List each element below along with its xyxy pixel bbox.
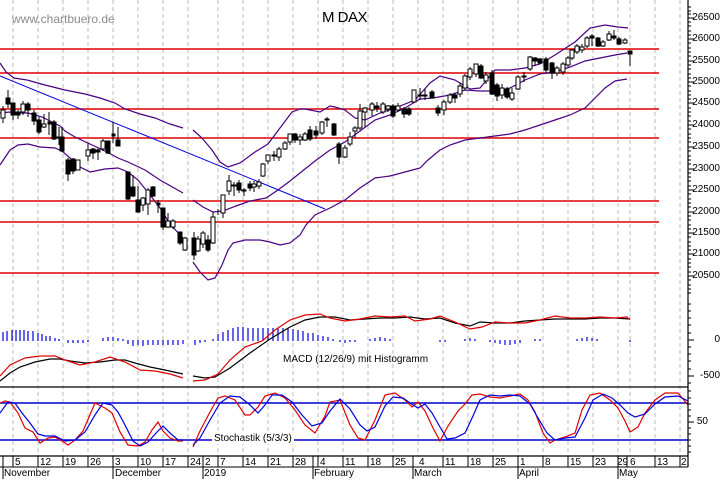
date-tick: 19 — [65, 457, 77, 468]
macd-label: MACD (12/26/9) mit Histogramm — [283, 354, 429, 365]
watermark: www.chartbuero.de — [12, 12, 115, 26]
date-tick: 15 — [570, 457, 582, 468]
date-tick: 4 — [419, 457, 425, 468]
date-tick: 4 — [320, 457, 326, 468]
stoch-tick-label: 50 — [696, 416, 708, 427]
month-label: March — [414, 468, 442, 479]
date-tick: 5 — [15, 457, 21, 468]
y-tick-label: 24500 — [692, 97, 720, 108]
chart-title: M DAX — [322, 9, 368, 26]
month-label: 2019 — [204, 468, 227, 479]
date-tick: 6 — [630, 457, 636, 468]
date-tick: 18 — [470, 457, 482, 468]
y-tick-label: 23000 — [692, 163, 720, 174]
macd-tick-label: 0 — [714, 334, 720, 345]
date-tick: 11 — [345, 457, 356, 468]
month-label: April — [519, 468, 540, 479]
macd-histogram — [2, 327, 631, 346]
date-tick: 25 — [495, 457, 507, 468]
date-tick: 1 — [520, 457, 526, 468]
macd-lines — [0, 313, 631, 382]
date-tick: 3 — [115, 457, 121, 468]
date-tick: 23 — [595, 457, 607, 468]
y-tick-label: 24000 — [692, 119, 720, 130]
date-tick: 14 — [245, 457, 257, 468]
date-tick: 28 — [295, 457, 307, 468]
date-tick: 24 — [190, 457, 202, 468]
y-tick-label: 21000 — [692, 248, 720, 259]
date-tick: 11 — [445, 457, 456, 468]
candlesticks — [0, 30, 633, 260]
month-label: December — [115, 468, 162, 479]
month-label: February — [314, 468, 355, 479]
date-tick: 10 — [140, 457, 152, 468]
date-tick: 21 — [270, 457, 282, 468]
vertical-gridlines — [12, 0, 681, 456]
y-tick-label: 22000 — [692, 206, 720, 217]
right-axis-ticks — [688, 6, 694, 453]
stochastic-label: Stochastik (5/3/3) — [212, 433, 294, 444]
date-tick: 25 — [395, 457, 407, 468]
y-tick-label: 21500 — [692, 227, 720, 238]
y-tick-label: 25000 — [692, 76, 720, 87]
y-tick-label: 25500 — [692, 55, 720, 66]
trendline — [0, 75, 326, 210]
date-tick: 8 — [545, 457, 551, 468]
y-tick-label: 23500 — [692, 141, 720, 152]
y-tick-label: 26500 — [692, 12, 720, 23]
date-tick: 13 — [657, 457, 669, 468]
date-tick: 2 — [205, 457, 211, 468]
y-tick-label: 20500 — [692, 270, 720, 281]
date-tick: 17 — [165, 457, 177, 468]
date-tick: 2 — [681, 457, 687, 468]
date-tick: 12 — [40, 457, 52, 468]
date-tick: 29 — [617, 457, 629, 468]
date-tick: 7 — [220, 457, 226, 468]
stochastic-lines — [0, 392, 689, 448]
date-tick: 26 — [90, 457, 102, 468]
macd-tick-label: -500 — [699, 370, 720, 381]
month-label: May — [619, 468, 638, 479]
y-tick-label: 26000 — [692, 33, 720, 44]
y-tick-label: 22500 — [692, 184, 720, 195]
date-tick: 18 — [370, 457, 382, 468]
month-label: November — [4, 468, 51, 479]
date-tick-separators — [2, 456, 681, 479]
horizontal-levels — [0, 48, 659, 274]
